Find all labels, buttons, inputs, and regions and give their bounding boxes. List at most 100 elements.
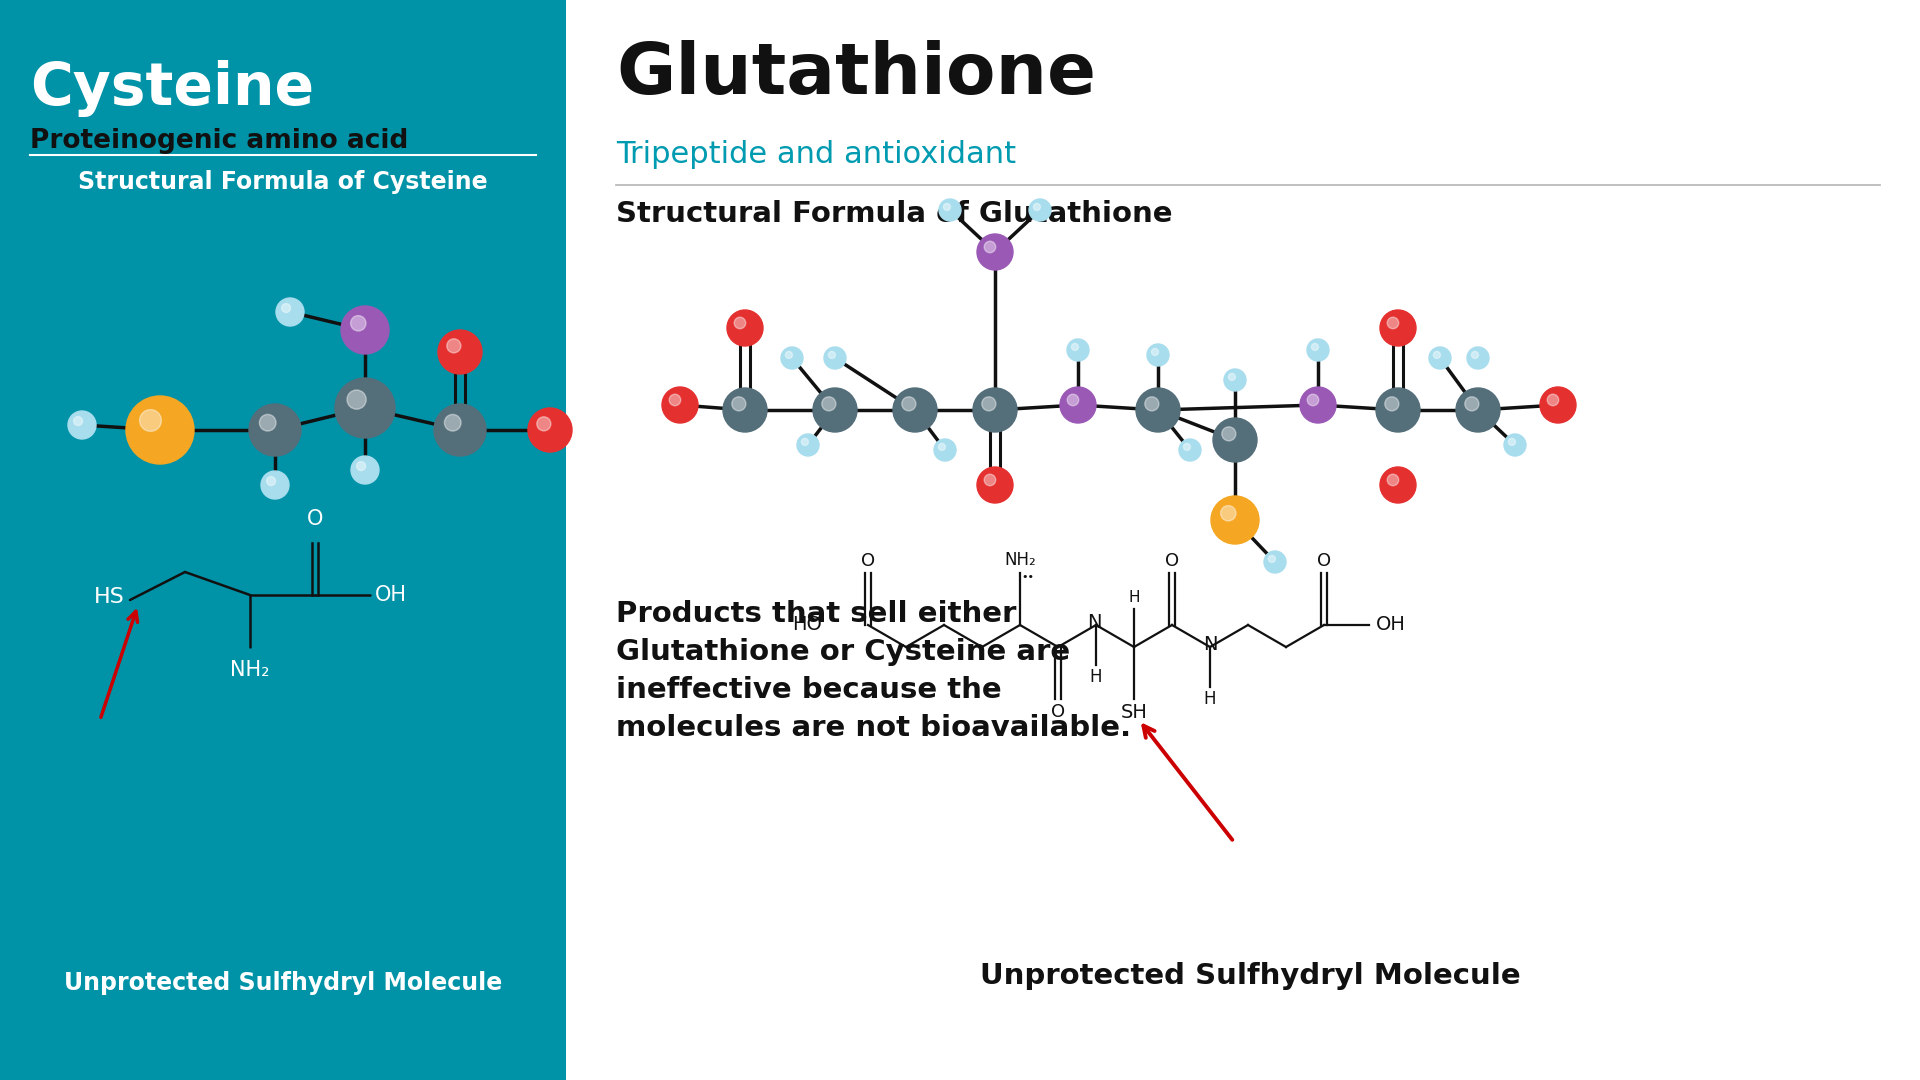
Text: NH₂: NH₂: [1004, 551, 1037, 569]
Circle shape: [1221, 427, 1236, 441]
Circle shape: [933, 438, 956, 461]
Circle shape: [357, 461, 365, 471]
Circle shape: [893, 388, 937, 432]
Circle shape: [1183, 444, 1190, 450]
Text: H: H: [1091, 669, 1102, 686]
Text: Unprotected Sulfhydryl Molecule: Unprotected Sulfhydryl Molecule: [979, 962, 1521, 990]
Circle shape: [1384, 396, 1400, 410]
Text: HS: HS: [94, 588, 125, 607]
Circle shape: [1146, 345, 1169, 366]
Text: Products that sell either
Glutathione or Cysteine are
ineffective because the
mo: Products that sell either Glutathione or…: [616, 600, 1131, 742]
Circle shape: [1465, 396, 1478, 410]
Circle shape: [785, 351, 793, 359]
Text: O: O: [1165, 552, 1179, 570]
Circle shape: [1308, 339, 1329, 361]
Circle shape: [1071, 343, 1079, 350]
Text: ••: ••: [1021, 572, 1035, 582]
Circle shape: [1455, 388, 1500, 432]
Circle shape: [528, 408, 572, 453]
Circle shape: [1503, 434, 1526, 456]
Circle shape: [259, 415, 276, 431]
Bar: [0, 0, 566, 1080]
Text: H: H: [1204, 690, 1215, 708]
Text: NH₂: NH₂: [230, 660, 271, 680]
Text: Glutathione: Glutathione: [616, 40, 1096, 109]
Circle shape: [447, 339, 461, 353]
Circle shape: [1068, 394, 1079, 406]
Circle shape: [1467, 347, 1490, 369]
Circle shape: [1179, 438, 1202, 461]
Text: Proteinogenic amino acid: Proteinogenic amino acid: [31, 129, 409, 154]
Circle shape: [943, 203, 950, 211]
Circle shape: [977, 234, 1014, 270]
Circle shape: [1377, 388, 1421, 432]
Circle shape: [351, 456, 378, 484]
Circle shape: [812, 388, 856, 432]
Text: N: N: [1087, 613, 1102, 633]
Circle shape: [733, 318, 745, 328]
Circle shape: [1221, 505, 1236, 521]
Text: O: O: [1050, 703, 1066, 721]
Circle shape: [348, 390, 367, 409]
Text: OH: OH: [374, 585, 407, 605]
Circle shape: [1137, 388, 1181, 432]
Circle shape: [73, 417, 83, 426]
Text: SH: SH: [1121, 702, 1148, 721]
Circle shape: [1068, 339, 1089, 361]
Circle shape: [444, 415, 461, 431]
Circle shape: [824, 347, 847, 369]
Circle shape: [1308, 394, 1319, 406]
Circle shape: [434, 404, 486, 456]
Circle shape: [1212, 496, 1260, 544]
Circle shape: [902, 396, 916, 410]
Circle shape: [1300, 387, 1336, 423]
Circle shape: [351, 315, 367, 330]
Circle shape: [781, 347, 803, 369]
Circle shape: [670, 394, 682, 406]
Circle shape: [1060, 387, 1096, 423]
Circle shape: [724, 388, 766, 432]
Circle shape: [67, 411, 96, 438]
Circle shape: [1428, 347, 1452, 369]
Circle shape: [1263, 551, 1286, 573]
Circle shape: [267, 476, 276, 486]
Circle shape: [282, 303, 290, 312]
Circle shape: [1380, 467, 1417, 503]
Text: H: H: [1129, 590, 1140, 605]
Text: N: N: [1202, 635, 1217, 654]
Circle shape: [1380, 310, 1417, 346]
Text: Unprotected Sulfhydryl Molecule: Unprotected Sulfhydryl Molecule: [63, 971, 503, 995]
Circle shape: [1213, 418, 1258, 462]
Circle shape: [127, 396, 194, 464]
Circle shape: [261, 471, 290, 499]
Circle shape: [977, 467, 1014, 503]
Circle shape: [334, 378, 396, 438]
Text: Cysteine: Cysteine: [31, 60, 315, 117]
Circle shape: [276, 298, 303, 326]
Circle shape: [939, 444, 945, 450]
Circle shape: [828, 351, 835, 359]
Text: Tripeptide and antioxidant: Tripeptide and antioxidant: [616, 140, 1016, 168]
Circle shape: [1033, 203, 1041, 211]
Circle shape: [973, 388, 1018, 432]
Circle shape: [250, 404, 301, 456]
Circle shape: [801, 438, 808, 445]
Circle shape: [797, 434, 820, 456]
Circle shape: [1386, 474, 1400, 486]
Text: O: O: [1317, 552, 1331, 570]
Circle shape: [1144, 396, 1160, 410]
Text: OH: OH: [1377, 616, 1405, 634]
Circle shape: [1029, 199, 1050, 221]
Circle shape: [1269, 555, 1275, 563]
Circle shape: [1434, 351, 1440, 359]
Text: Structural Formula of Cysteine: Structural Formula of Cysteine: [79, 170, 488, 194]
Circle shape: [538, 417, 551, 431]
Circle shape: [939, 199, 962, 221]
Circle shape: [732, 396, 745, 410]
Circle shape: [1540, 387, 1576, 423]
Circle shape: [1548, 394, 1559, 406]
Circle shape: [728, 310, 762, 346]
Circle shape: [140, 409, 161, 431]
Circle shape: [985, 474, 996, 486]
Circle shape: [1386, 318, 1400, 328]
